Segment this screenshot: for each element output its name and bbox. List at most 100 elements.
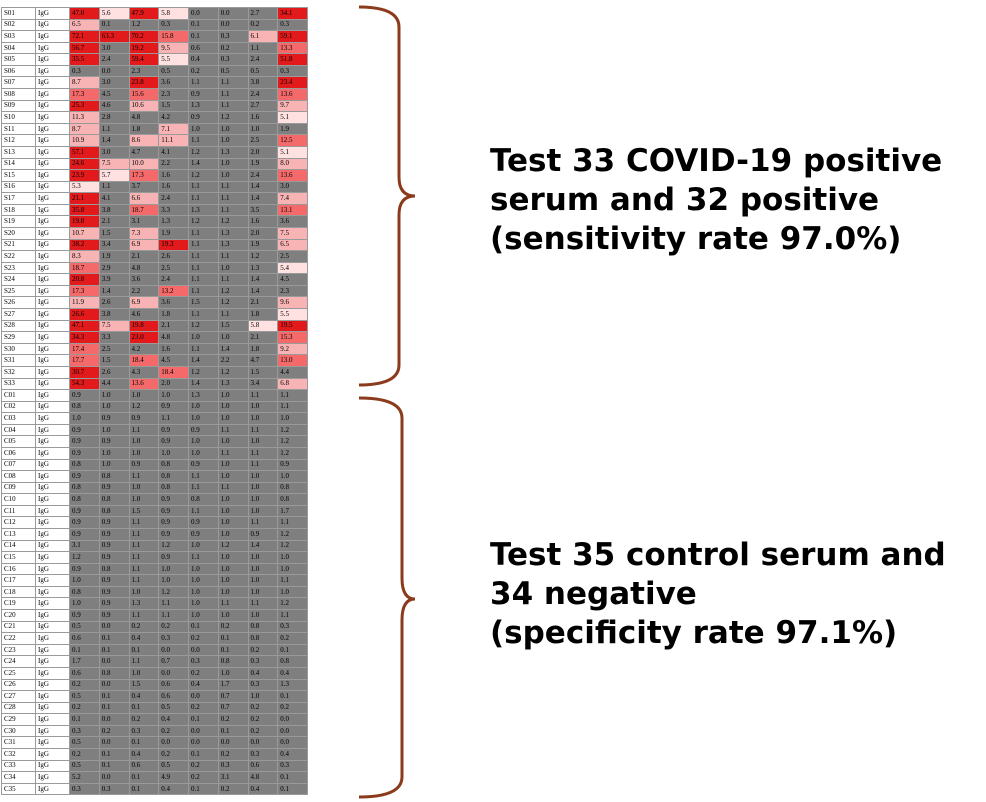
heatmap-value-cell: 1.0 — [247, 609, 279, 622]
heatmap-value-cell: 3.6 — [128, 273, 160, 286]
heatmap-value-cell: 0.9 — [98, 609, 130, 622]
heatmap-value-cell: 1.0 — [188, 446, 219, 460]
heatmap-value-cell: 13.6 — [128, 377, 160, 391]
antibody-cell: IgG — [35, 458, 70, 472]
heatmap-value-cell: 1.5 — [158, 99, 189, 113]
antibody-cell: IgG — [35, 122, 70, 136]
antibody-cell: IgG — [35, 342, 70, 356]
heatmap-value-cell: 2.0 — [247, 145, 279, 159]
heatmap-value-cell: 19.8 — [128, 319, 160, 333]
heatmap-value-cell: 1.0 — [277, 470, 308, 483]
heatmap-value-cell: 1.0 — [247, 551, 279, 564]
heatmap-value-cell: 1.3 — [217, 238, 249, 252]
heatmap-value-cell: 1.0 — [247, 412, 279, 425]
heatmap-value-cell: 0.2 — [247, 18, 279, 32]
heatmap-value-cell: 9.7 — [277, 99, 308, 113]
heatmap-value-cell: 0.5 — [158, 701, 189, 715]
heatmap-row: S25 IgG 17.3 1.4 2.2 13.2 1.1 1.2 1.4 2.3 — [1, 284, 308, 298]
heatmap-value-cell: 1.1 — [247, 41, 279, 55]
heatmap-value-cell: 1.9 — [277, 122, 308, 136]
sample-id-cell: S12 — [1, 134, 36, 147]
heatmap-value-cell: 1.3 — [188, 389, 219, 402]
heatmap-value-cell: 0.9 — [69, 470, 100, 483]
heatmap-value-cell: 1.8 — [128, 122, 160, 136]
heatmap-value-cell: 1.8 — [247, 308, 279, 321]
sample-id-cell: C22 — [1, 632, 36, 645]
heatmap-value-cell: 1.0 — [217, 261, 249, 275]
heatmap-value-cell: 3.7 — [128, 180, 160, 194]
heatmap-value-cell: 23.9 — [69, 169, 100, 182]
heatmap-value-cell: 1.0 — [247, 690, 279, 703]
heatmap-value-cell: 47.0 — [69, 7, 100, 20]
positive-annotation-line-3: (sensitivity rate 97.0%) — [490, 221, 902, 257]
heatmap-value-cell: 1.5 — [128, 504, 160, 518]
sample-id-cell: C15 — [1, 551, 36, 564]
heatmap-row: S14 IgG 24.6 7.5 10.0 2.2 1.4 1.0 1.9 8.0 — [1, 157, 308, 171]
heatmap-row: S32 IgG 30.7 2.6 4.3 18.4 1.2 1.2 1.5 4.4 — [1, 365, 308, 379]
heatmap-value-cell: 0.6 — [188, 41, 219, 55]
heatmap-value-cell: 1.1 — [128, 551, 160, 564]
sample-id-cell: C33 — [1, 759, 36, 773]
heatmap-value-cell: 1.1 — [217, 250, 249, 263]
heatmap-value-cell: 0.0 — [158, 736, 189, 749]
heatmap-row: C34 IgG 5.2 0.0 0.1 4.9 0.2 3.1 4.8 0.1 — [1, 771, 308, 784]
heatmap-value-cell: 0.5 — [69, 690, 100, 703]
heatmap-value-cell: 0.9 — [158, 493, 189, 506]
sample-id-cell: S31 — [1, 354, 36, 367]
heatmap-value-cell: 17.3 — [69, 88, 100, 101]
heatmap-value-cell: 19.3 — [158, 238, 189, 252]
antibody-cell: IgG — [35, 759, 70, 773]
heatmap-value-cell: 1.4 — [247, 539, 279, 553]
heatmap-value-cell: 0.9 — [69, 389, 100, 402]
heatmap-value-cell: 1.0 — [69, 412, 100, 425]
heatmap-value-cell: 0.3 — [69, 782, 100, 796]
sample-id-cell: C03 — [1, 412, 36, 425]
antibody-cell: IgG — [35, 446, 70, 460]
heatmap-row: C11 IgG 0.9 0.8 1.5 0.9 1.1 1.0 1.0 1.7 — [1, 504, 308, 518]
positive-annotation-line-2: serum and 32 positive — [490, 182, 880, 218]
heatmap-value-cell: 0.9 — [158, 423, 189, 437]
heatmap-row: S22 IgG 8.3 1.9 2.1 2.6 1.1 1.1 1.2 2.5 — [1, 250, 308, 263]
heatmap-row: C28 IgG 0.2 0.1 0.1 0.5 0.2 0.7 0.2 0.2 — [1, 701, 308, 715]
heatmap-value-cell: 10.0 — [128, 157, 160, 171]
heatmap-value-cell: 1.0 — [128, 446, 160, 460]
heatmap-value-cell: 1.0 — [98, 423, 130, 437]
heatmap-value-cell: 1.1 — [188, 134, 219, 147]
antibody-cell: IgG — [35, 227, 70, 240]
heatmap-value-cell: 1.0 — [217, 458, 249, 472]
antibody-cell: IgG — [35, 666, 70, 680]
heatmap-value-cell: 1.0 — [188, 400, 219, 414]
heatmap-value-cell: 0.9 — [69, 504, 100, 518]
heatmap-value-cell: 1.0 — [158, 574, 189, 587]
antibody-cell: IgG — [35, 134, 70, 147]
sample-id-cell: C13 — [1, 528, 36, 541]
heatmap-row: C24 IgG 1.7 0.0 1.1 0.7 0.3 0.8 0.3 0.8 — [1, 655, 308, 668]
heatmap-value-cell: 0.3 — [277, 620, 308, 634]
heatmap-row: S19 IgG 19.8 2.1 3.1 1.3 1.2 1.2 1.6 3.6 — [1, 215, 308, 228]
heatmap-value-cell: 4.8 — [128, 261, 160, 275]
heatmap-value-cell: 47.1 — [69, 319, 100, 333]
antibody-cell: IgG — [35, 701, 70, 715]
heatmap-value-cell: 3.8 — [98, 203, 130, 217]
heatmap-value-cell: 0.8 — [69, 493, 100, 506]
heatmap-value-cell: 5.2 — [69, 771, 100, 784]
heatmap-row: C08 IgG 0.9 0.8 1.1 0.8 1.1 1.0 1.0 1.0 — [1, 470, 308, 483]
heatmap-row: S10 IgG 11.3 2.8 4.8 4.2 0.9 1.2 1.6 5.1 — [1, 111, 308, 124]
heatmap-value-cell: 20.8 — [69, 273, 100, 286]
sample-id-cell: S10 — [1, 111, 36, 124]
heatmap-value-cell: 1.4 — [188, 377, 219, 391]
antibody-cell: IgG — [35, 736, 70, 749]
heatmap-value-cell: 2.4 — [98, 53, 130, 66]
heatmap-row: S28 IgG 47.1 7.5 19.8 2.1 1.2 1.5 5.8 19.5 — [1, 319, 308, 333]
heatmap-value-cell: 0.8 — [277, 655, 308, 668]
heatmap-value-cell: 1.2 — [158, 539, 189, 553]
antibody-cell: IgG — [35, 423, 70, 437]
heatmap-value-cell: 1.0 — [217, 516, 249, 529]
heatmap-value-cell: 0.0 — [188, 643, 219, 657]
sample-id-cell: C06 — [1, 446, 36, 460]
heatmap-value-cell: 0.9 — [69, 516, 100, 529]
heatmap-value-cell: 25.3 — [69, 99, 100, 113]
heatmap-value-cell: 0.4 — [128, 748, 160, 761]
heatmap-value-cell: 2.4 — [247, 169, 279, 182]
heatmap-value-cell: 1.0 — [277, 551, 308, 564]
